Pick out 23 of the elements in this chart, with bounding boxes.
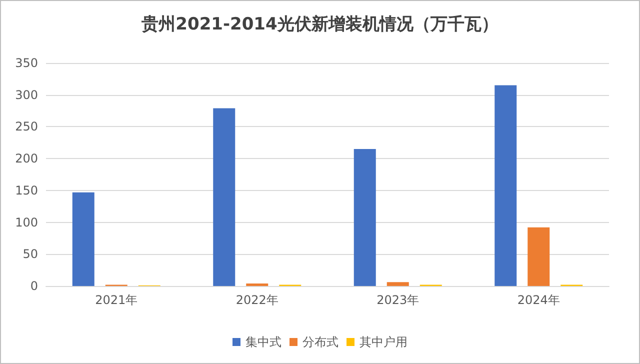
bar <box>213 108 236 286</box>
y-tick-label: 300 <box>15 88 38 102</box>
y-tick-label: 0 <box>30 279 38 293</box>
y-tick-label: 100 <box>15 215 38 230</box>
y-tick-label: 350 <box>15 56 38 70</box>
x-tick-label: 2023年 <box>376 293 420 307</box>
x-tick-label: 2024年 <box>517 293 560 307</box>
bar <box>494 85 517 286</box>
chart-title: 贵州2021-2014光伏新增装机情况（万千瓦） <box>140 14 498 34</box>
legend-label: 集中式 <box>246 335 282 349</box>
bar <box>246 283 268 286</box>
y-tick-label: 50 <box>22 247 38 262</box>
bar <box>528 227 550 286</box>
x-tick-label: 2022年 <box>236 293 278 307</box>
bar <box>354 149 376 286</box>
legend-label: 其中户用 <box>360 335 408 349</box>
y-tick-label: 250 <box>15 120 38 134</box>
y-tick-label: 150 <box>15 183 38 198</box>
x-tick-label: 2021年 <box>95 293 138 307</box>
bar <box>72 192 94 286</box>
legend-label: 分布式 <box>302 335 338 349</box>
y-tick-label: 200 <box>15 152 38 166</box>
bar <box>386 282 409 286</box>
